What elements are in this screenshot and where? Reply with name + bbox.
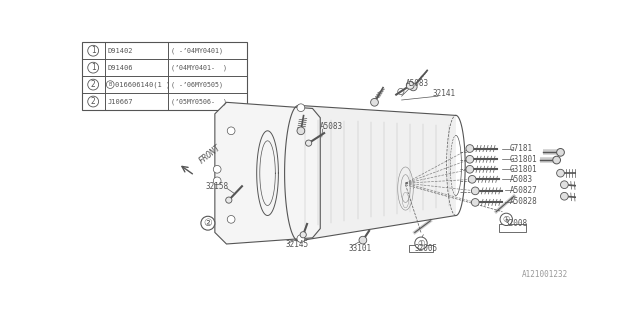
Circle shape — [359, 236, 367, 244]
Circle shape — [553, 156, 561, 164]
Text: D91406: D91406 — [107, 65, 132, 71]
Text: G31801: G31801 — [510, 165, 538, 174]
Circle shape — [227, 215, 235, 223]
Circle shape — [466, 145, 474, 152]
Text: A5083: A5083 — [510, 175, 533, 184]
Text: A5083: A5083 — [320, 123, 344, 132]
Text: A50827: A50827 — [510, 186, 538, 195]
Text: 32158: 32158 — [205, 182, 229, 191]
Circle shape — [561, 181, 568, 188]
Text: (’04MY0401-  ): (’04MY0401- ) — [171, 64, 227, 71]
Circle shape — [201, 216, 215, 230]
Circle shape — [297, 235, 305, 243]
Circle shape — [297, 127, 305, 135]
Circle shape — [88, 79, 99, 90]
Circle shape — [88, 62, 99, 73]
Text: (’05MY0506-  ): (’05MY0506- ) — [171, 98, 227, 105]
Text: G31801: G31801 — [510, 155, 538, 164]
Text: ①: ① — [417, 239, 425, 248]
Text: J10667: J10667 — [107, 99, 132, 105]
Circle shape — [472, 187, 479, 195]
Circle shape — [213, 165, 221, 173]
Text: 016606140(1 ): 016606140(1 ) — [115, 81, 170, 88]
Text: B: B — [109, 82, 112, 87]
Circle shape — [371, 99, 378, 106]
Text: 2: 2 — [91, 80, 95, 89]
Text: ②: ② — [204, 218, 212, 228]
Text: 32005: 32005 — [415, 244, 438, 253]
Text: 32008: 32008 — [505, 219, 528, 228]
Text: ( -’04MY0401): ( -’04MY0401) — [171, 47, 223, 54]
Text: 1: 1 — [91, 63, 95, 72]
Bar — [499, 224, 525, 232]
Circle shape — [466, 165, 474, 173]
Text: 32145: 32145 — [285, 240, 308, 249]
Circle shape — [406, 82, 414, 89]
Text: A50828: A50828 — [510, 197, 538, 206]
Circle shape — [557, 148, 564, 156]
Text: ①: ① — [502, 215, 510, 224]
Text: 2: 2 — [91, 97, 95, 106]
Text: A5083: A5083 — [406, 78, 429, 88]
Polygon shape — [298, 105, 456, 241]
Text: 1: 1 — [91, 46, 95, 55]
Circle shape — [611, 146, 619, 154]
Bar — [81, 42, 246, 110]
Circle shape — [466, 156, 474, 163]
Text: A121001232: A121001232 — [522, 270, 568, 279]
Text: FRONT: FRONT — [198, 143, 223, 165]
Circle shape — [557, 169, 564, 177]
Text: 33101: 33101 — [349, 244, 372, 253]
Circle shape — [88, 45, 99, 56]
Circle shape — [410, 83, 417, 91]
Circle shape — [468, 175, 476, 183]
Circle shape — [227, 127, 235, 135]
Circle shape — [106, 81, 114, 88]
Circle shape — [88, 96, 99, 107]
Circle shape — [300, 232, 307, 238]
Text: ( -’06MY0505): ( -’06MY0505) — [171, 81, 223, 88]
Polygon shape — [215, 102, 320, 244]
Circle shape — [415, 237, 428, 249]
Circle shape — [305, 140, 312, 146]
Circle shape — [500, 213, 513, 226]
Bar — [410, 245, 433, 252]
Circle shape — [297, 104, 305, 112]
Text: G7181: G7181 — [510, 144, 533, 153]
Circle shape — [213, 177, 221, 185]
Circle shape — [226, 197, 232, 203]
Text: D91402: D91402 — [107, 48, 132, 54]
Text: 32141: 32141 — [433, 89, 456, 98]
Circle shape — [561, 192, 568, 200]
Circle shape — [472, 198, 479, 206]
